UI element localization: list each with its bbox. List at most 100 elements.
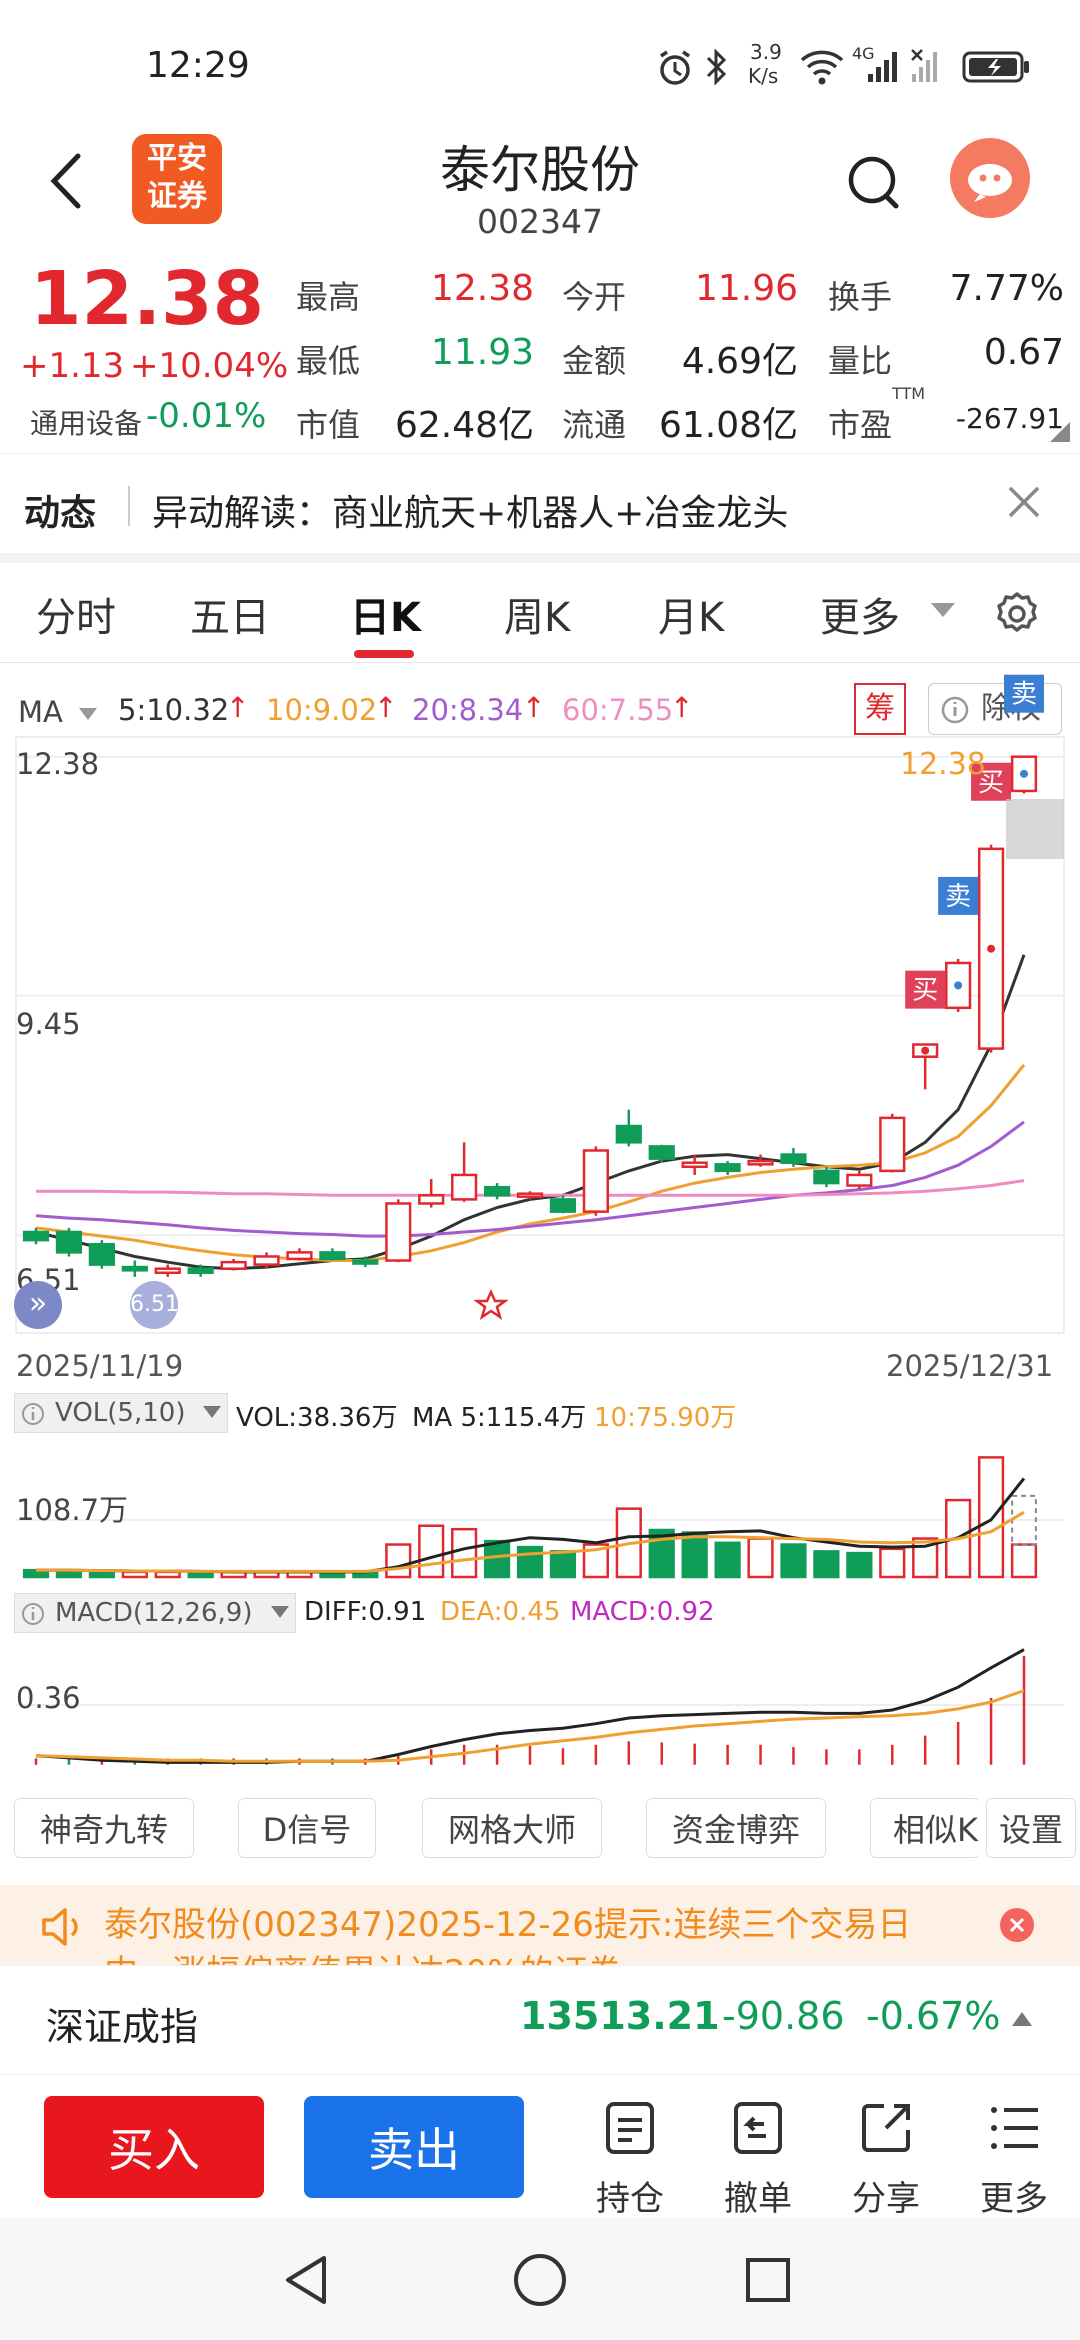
info-icon	[941, 696, 969, 724]
alarm-icon	[660, 50, 690, 85]
period-tabs: 分时 五日 日K 周K 月K 更多	[0, 563, 1080, 663]
candle	[55, 1230, 83, 1254]
volume-bar	[912, 1537, 939, 1579]
candle	[451, 1173, 478, 1201]
candle	[352, 1259, 379, 1265]
tab-more[interactable]: 更多	[820, 595, 900, 641]
chat-robot-icon	[968, 164, 1012, 202]
alert-banner[interactable]: 泰尔股份(002347)2025-12-26提示:连续三个交易日内，涨幅偏离值累…	[0, 1885, 1080, 1965]
dea-value: DEA:0.45	[440, 1597, 561, 1627]
macd-value: MACD:0.92	[570, 1597, 715, 1627]
vol-dropdown-icon[interactable]	[202, 1405, 222, 1419]
news-text[interactable]: 异动解读：商业航天+机器人+冶金龙头	[152, 493, 789, 534]
alert-close-button[interactable]	[1000, 1908, 1034, 1942]
volume-bar	[418, 1524, 445, 1579]
signal-dot	[954, 981, 963, 990]
candle	[780, 1153, 807, 1164]
share-button[interactable]: 分享	[836, 2100, 936, 2220]
ma-label[interactable]: MA	[18, 695, 63, 729]
logo-line1: 平安	[147, 141, 207, 176]
candle	[385, 1202, 412, 1262]
nav-home-icon[interactable]	[512, 2252, 568, 2308]
volume-bar	[879, 1547, 906, 1579]
candle	[516, 1192, 544, 1198]
expand-corner-icon[interactable]	[1050, 422, 1070, 442]
expand-up-icon[interactable]	[1010, 2010, 1034, 2028]
tab-monthly-k[interactable]: 月K	[658, 595, 725, 641]
assistant-avatar[interactable]	[950, 138, 1030, 218]
tool-settings[interactable]: 设置	[986, 1798, 1076, 1858]
buy-signal-label: 买	[978, 768, 1004, 798]
diff-line	[35, 1648, 1025, 1764]
tool-magic-nine[interactable]: 神奇九转	[14, 1798, 194, 1858]
sector-change: -0.01%	[146, 396, 267, 436]
chevron-down-icon[interactable]	[930, 601, 956, 619]
pe-ttm-sup: TTM	[892, 384, 926, 403]
vol-ma10-value: 10:75.90万	[594, 1403, 737, 1433]
stat-label: 今开	[562, 278, 627, 316]
ma20-arrow: ↑	[522, 691, 546, 724]
chip-button[interactable]: 筹	[854, 683, 906, 735]
volume-bar	[516, 1545, 544, 1579]
macd-indicator-button[interactable]: MACD(12,26,9)	[14, 1593, 296, 1633]
sell-signal-label: 卖	[1011, 680, 1037, 710]
kline-chart[interactable]: MA 5:10.32 ↑ 10:9.02 ↑ 20:8.34 ↑ 60:7.55…	[0, 665, 1080, 1805]
gear-icon[interactable]	[994, 591, 1040, 637]
tool-similar-k[interactable]: 相似K	[870, 1798, 980, 1858]
more-button[interactable]: 更多	[964, 2100, 1064, 2220]
tool-grid-master[interactable]: 网格大师	[422, 1798, 602, 1858]
stock-header: 平安 证券 泰尔股份 002347	[0, 130, 1080, 250]
macd-dropdown-icon[interactable]	[270, 1605, 290, 1619]
price-change-pct: +10.04%	[130, 346, 289, 386]
wifi-icon	[800, 50, 844, 85]
nav-recents-icon[interactable]	[744, 2256, 792, 2304]
stat-value: 12.38	[430, 268, 534, 309]
sell-signal: 卖	[1004, 674, 1044, 778]
ma-line-ma5	[35, 954, 1026, 1271]
cancel-order-button[interactable]: 撤单	[708, 2100, 808, 2220]
status-time: 12:29	[146, 45, 250, 86]
index-ticker[interactable]: 深证成指 13513.21 -90.86 -0.67%	[0, 1965, 1080, 2075]
sell-button[interactable]: 卖出	[304, 2096, 524, 2198]
candle	[747, 1159, 774, 1166]
volume-bar	[451, 1527, 478, 1579]
signal-dot	[921, 1046, 930, 1055]
trade-actions: 买入 卖出 持仓 撤单 分享 更多	[0, 2078, 1080, 2220]
price-panel-frame	[15, 736, 1065, 1334]
star-event-icon[interactable]	[474, 1289, 508, 1323]
candle	[582, 1149, 609, 1213]
volume-bar	[747, 1537, 774, 1579]
news-bar[interactable]: 动态 异动解读：商业航天+机器人+冶金龙头	[0, 453, 1080, 553]
logo-line2: 证券	[147, 179, 207, 214]
back-icon[interactable]	[46, 150, 86, 212]
candle	[681, 1161, 708, 1169]
tab-daily-k[interactable]: 日K	[350, 595, 421, 641]
battery-icon	[962, 51, 1029, 83]
ma-dropdown-icon[interactable]	[78, 707, 98, 721]
nav-back-icon[interactable]	[282, 2254, 332, 2306]
vol-indicator-button[interactable]: VOL(5,10)	[14, 1393, 228, 1433]
active-tab-indicator	[354, 650, 414, 658]
candle	[549, 1198, 577, 1213]
close-icon[interactable]	[1006, 484, 1042, 520]
search-icon[interactable]	[846, 152, 902, 214]
cancel-order-label: 撤单	[724, 2179, 792, 2219]
share-label: 分享	[852, 2179, 920, 2219]
positions-label: 持仓	[596, 2179, 664, 2219]
status-bar: 12:29 3.9 K/s 4G	[0, 0, 1080, 130]
tool-capital-game[interactable]: 资金博弈	[646, 1798, 826, 1858]
expand-left-button[interactable]: »	[14, 1281, 62, 1329]
volume-bar	[648, 1528, 675, 1579]
scroll-right-handle[interactable]	[1006, 799, 1064, 859]
buy-button[interactable]: 买入	[44, 2096, 264, 2198]
tab-five-day[interactable]: 五日	[190, 595, 270, 641]
undo-icon	[734, 2102, 782, 2154]
candle	[615, 1124, 642, 1144]
tool-d-signal[interactable]: D信号	[238, 1798, 376, 1858]
tab-weekly-k[interactable]: 周K	[504, 595, 571, 641]
volume-bar	[549, 1550, 577, 1579]
tab-intraday[interactable]: 分时	[36, 595, 116, 641]
positions-button[interactable]: 持仓	[580, 2100, 680, 2220]
